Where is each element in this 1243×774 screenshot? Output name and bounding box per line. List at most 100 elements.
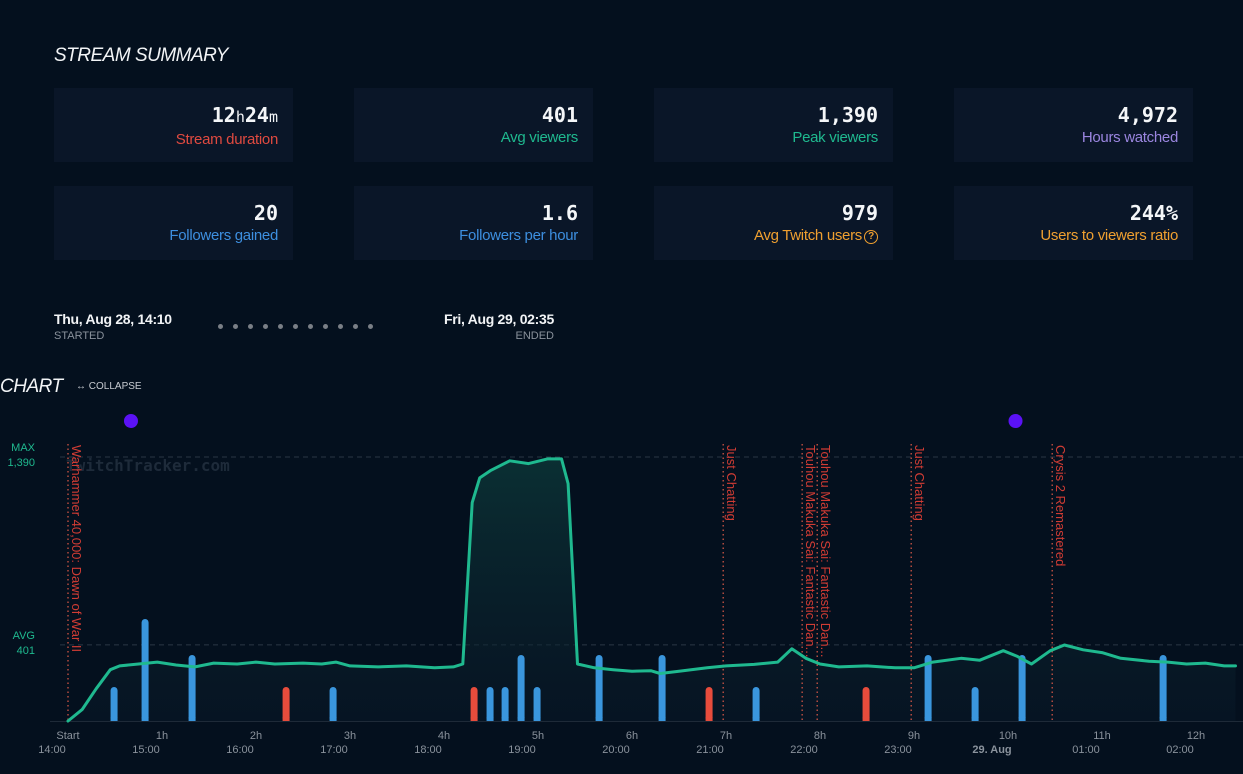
stat-value: 1,390	[817, 103, 878, 127]
bar-base	[486, 717, 494, 721]
stat-card-users-to-viewers-ratio: 244% Users to viewers ratio	[954, 186, 1193, 260]
bar-base	[110, 717, 118, 721]
follow-bar	[1018, 655, 1026, 721]
x-tick-hours: 10h	[999, 730, 1017, 742]
stat-label: Users to viewers ratio	[1040, 227, 1178, 244]
game-change-label: Warhammer 40,000: Dawn of War II	[69, 445, 84, 652]
x-tick-clock: 20:00	[602, 744, 630, 756]
bar-base	[1159, 717, 1167, 721]
event-dot[interactable]	[123, 414, 138, 428]
stat-card-peak-viewers: 1,390 Peak viewers	[654, 88, 893, 162]
bar-base	[658, 717, 666, 721]
bar-base	[141, 717, 149, 721]
x-tick-hours: 12h	[1187, 730, 1205, 742]
x-tick-clock: 15:00	[132, 744, 160, 756]
x-tick-hours: 3h	[344, 730, 356, 742]
stat-label: Hours watched	[1081, 129, 1178, 146]
x-tick-clock: 22:00	[790, 744, 818, 756]
bar-base	[470, 717, 478, 721]
x-tick-clock: 14:00	[38, 744, 66, 756]
x-tick-hours: 1h	[156, 730, 168, 742]
stat-card-avg-twitch-users: 979 Avg Twitch users?	[654, 186, 893, 260]
viewers-chart: MAX 1,390 AVG 401 TwitchTracker.comWarhammer…	[7, 414, 1243, 756]
x-tick-hours: 2h	[250, 730, 262, 742]
unfollow-bar	[282, 687, 290, 721]
stat-card-hours-watched: 4,972 Hours watched	[954, 88, 1193, 162]
unfollow-bar	[470, 687, 478, 721]
ref-value-avg: 401	[17, 645, 35, 657]
stat-card-stream-duration: 12h24m Stream duration	[54, 88, 293, 162]
bar-base	[1018, 717, 1026, 721]
ref-name-max: MAX	[11, 442, 36, 454]
bar-base	[533, 717, 541, 721]
stat-card-avg-viewers: 401 Avg viewers	[354, 88, 593, 162]
game-change-label: Just Chatting	[912, 445, 927, 521]
x-tick-clock: 02:00	[1166, 744, 1194, 756]
stream-summary-title: STREAM SUMMARY	[54, 45, 228, 66]
x-tick-hours: 6h	[626, 730, 638, 742]
x-tick-clock: 23:00	[884, 744, 912, 756]
stat-value: 979	[841, 201, 878, 225]
unfollow-bar	[862, 687, 870, 721]
follow-bar	[110, 687, 118, 721]
stat-card-followers-per-hour: 1.6 Followers per hour	[354, 186, 593, 260]
follow-bar	[486, 687, 494, 721]
stat-value: 244%	[1129, 201, 1178, 225]
follow-bar	[533, 687, 541, 721]
follow-bar	[595, 655, 603, 721]
x-tick-clock: 17:00	[320, 744, 348, 756]
timeline-dots	[218, 324, 373, 329]
follow-bar	[924, 655, 932, 721]
viewers-line	[66, 457, 1237, 723]
end-time: Fri, Aug 29, 02:35	[443, 311, 554, 327]
stat-label: Peak viewers	[792, 129, 878, 146]
chart-title: CHART	[0, 376, 63, 397]
unfollow-bar	[705, 687, 713, 721]
follow-bar	[501, 687, 509, 721]
bar-base	[752, 717, 760, 721]
game-change-label: Crysis 2 Remastered	[1053, 445, 1068, 566]
bar-base	[595, 717, 603, 721]
x-tick-hours: 4h	[438, 730, 450, 742]
follow-bar	[752, 687, 760, 721]
bar-base	[188, 717, 196, 721]
follow-bar	[141, 619, 149, 721]
stat-label: Avg viewers	[500, 129, 579, 146]
x-tick-hours: 5h	[532, 730, 544, 742]
viewers-area	[68, 458, 1236, 721]
start-label: STARTED	[54, 330, 105, 342]
bar-base	[517, 717, 525, 721]
stat-value: 12h24m	[211, 103, 278, 127]
x-tick-hours: 9h	[908, 730, 920, 742]
x-tick-clock: 16:00	[226, 744, 254, 756]
x-tick-hours: 7h	[720, 730, 732, 742]
x-tick-hours: 8h	[814, 730, 826, 742]
x-tick-clock: 21:00	[696, 744, 724, 756]
stream-end: Fri, Aug 29, 02:35 ENDED	[438, 311, 554, 342]
follow-bar	[188, 655, 196, 721]
bar-base	[862, 717, 870, 721]
stat-label: Followers gained	[169, 227, 278, 244]
stat-label: Stream duration	[175, 131, 279, 148]
x-tick-clock: 19:00	[508, 744, 536, 756]
x-tick-clock: 01:00	[1072, 744, 1100, 756]
help-icon[interactable]: ?	[864, 230, 878, 244]
stat-value: 1.6	[541, 201, 578, 225]
x-tick-hours: 11h	[1093, 730, 1111, 742]
follow-bar	[658, 655, 666, 721]
bar-base	[705, 717, 713, 721]
bar-base	[329, 717, 337, 721]
ref-value-max: 1,390	[7, 457, 35, 469]
follow-bar	[517, 655, 525, 721]
stat-value: 4,972	[1117, 103, 1178, 127]
stream-start: Thu, Aug 28, 14:10 STARTED	[54, 311, 172, 342]
ref-name-avg: AVG	[13, 630, 35, 642]
x-tick-hours: Start	[56, 730, 79, 742]
collapse-button[interactable]: ↔ COLLAPSE	[76, 381, 142, 392]
follow-bar	[971, 687, 979, 721]
stat-value: 401	[541, 103, 578, 127]
event-dot[interactable]	[1008, 414, 1023, 428]
game-change-label: Touhou Makuka Sai: Fantastic Dan...	[803, 445, 818, 657]
end-label: ENDED	[515, 330, 554, 342]
stat-value: 20	[253, 201, 278, 225]
